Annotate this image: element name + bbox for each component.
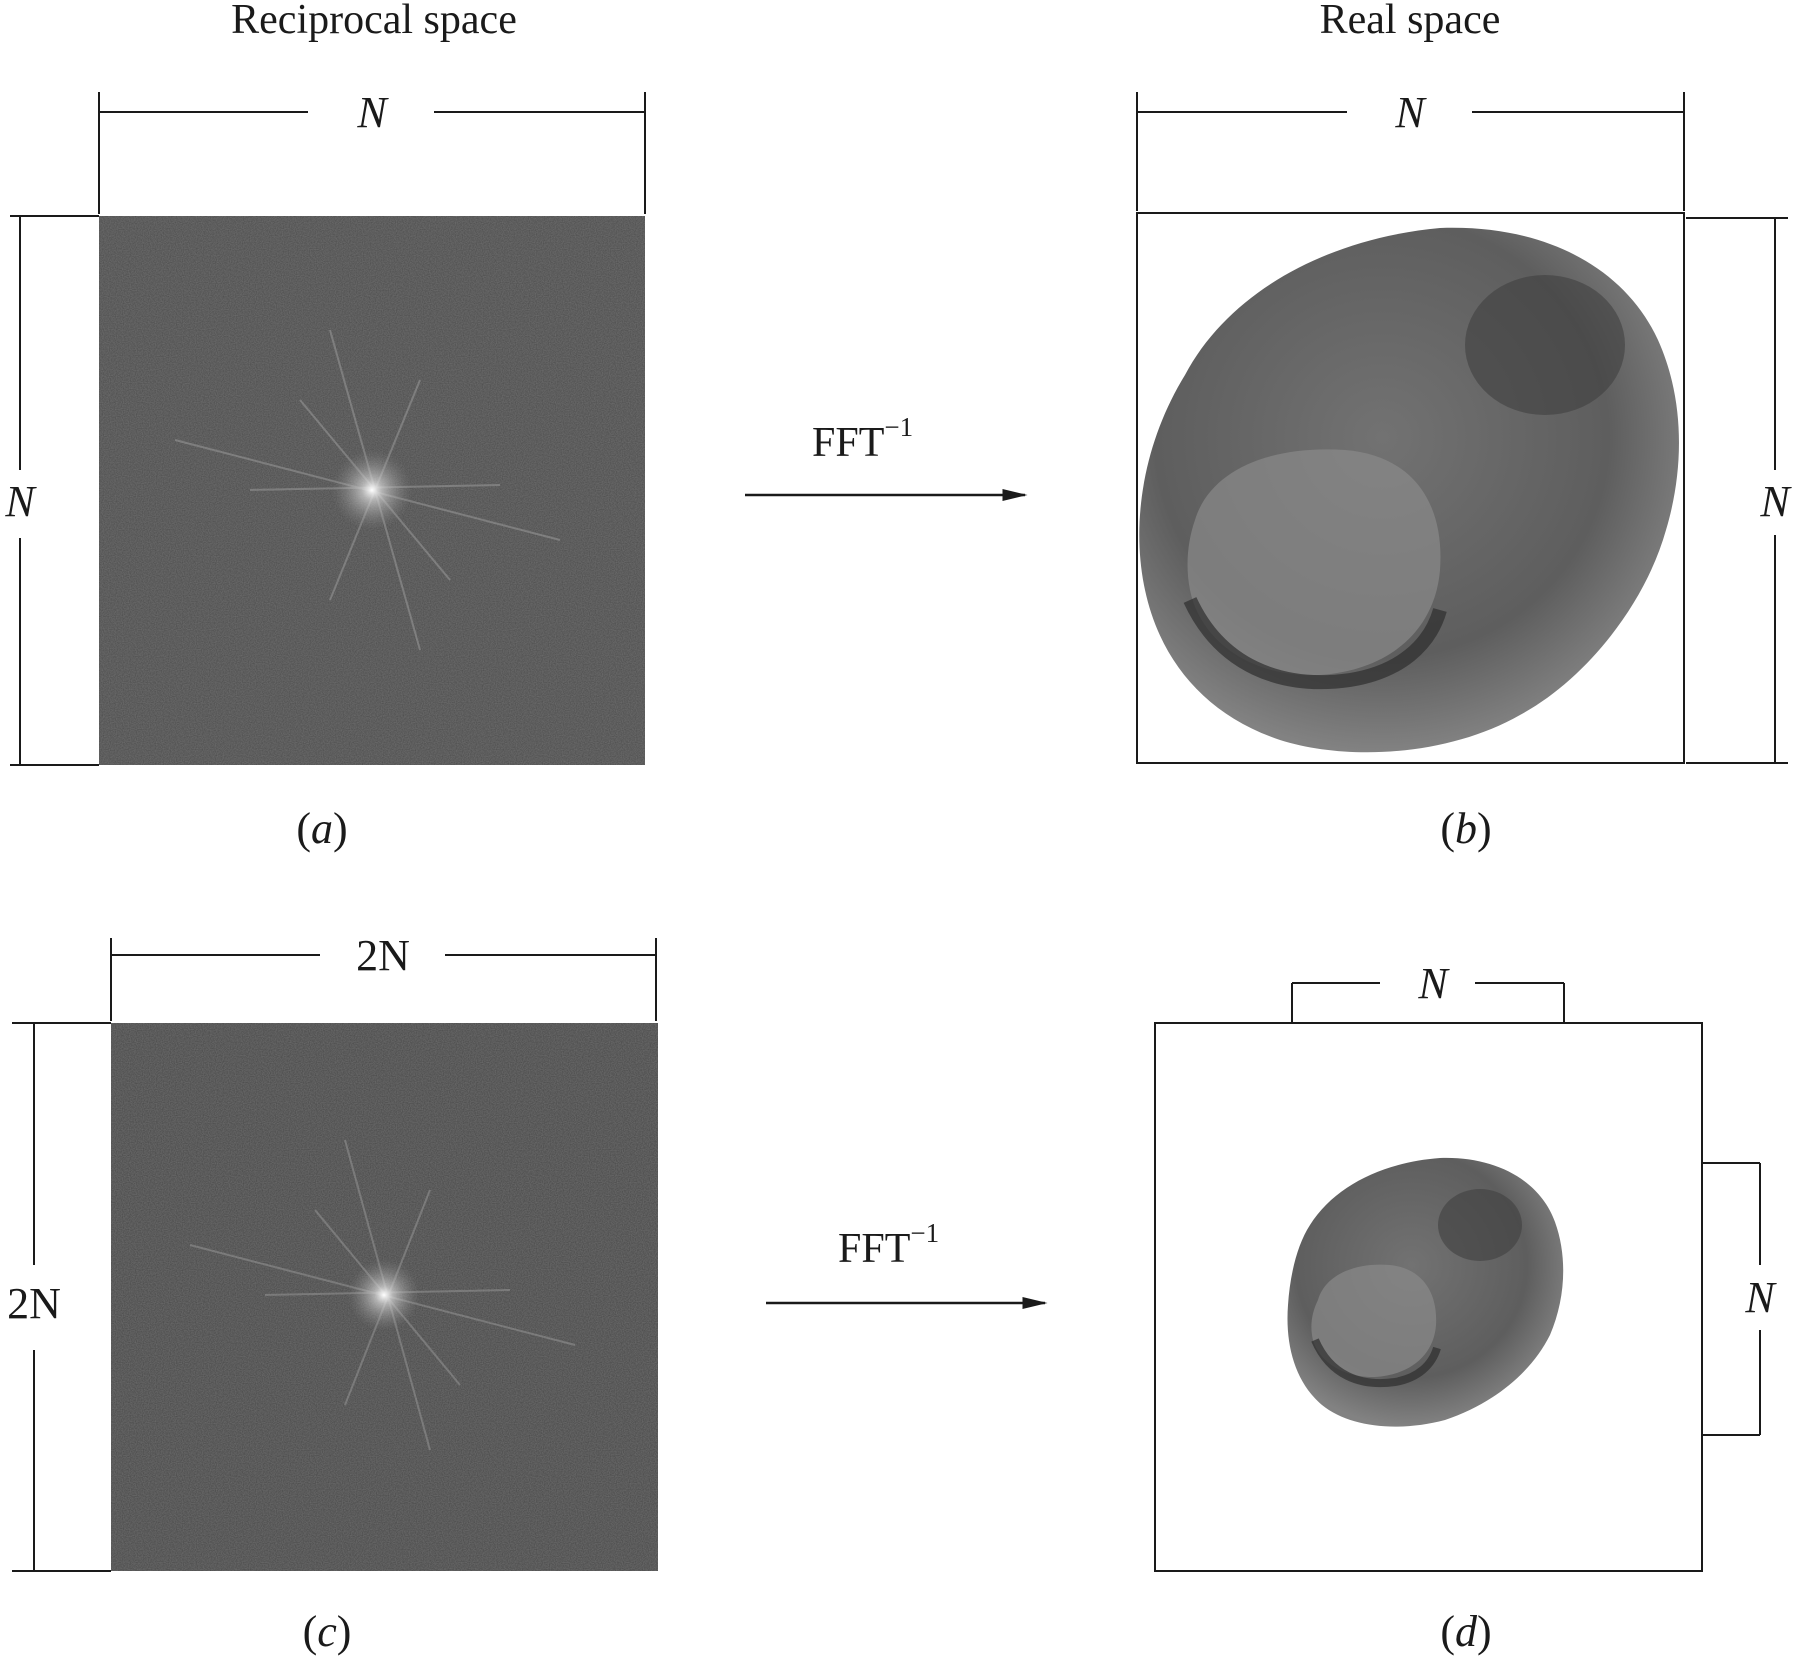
panel-d-caption: (d) bbox=[1440, 1607, 1491, 1656]
panel-a-top-dimension-label: N bbox=[356, 88, 389, 137]
panel-c-caption: (c) bbox=[303, 1607, 352, 1656]
panel-a: N N (a) bbox=[4, 88, 646, 853]
transform-arrow-top: FFT−1 bbox=[745, 412, 1028, 501]
panel-b-dark-region bbox=[1465, 275, 1625, 415]
real-space-heading: Real space bbox=[1320, 0, 1501, 43]
transform-arrow-bottom: FFT−1 bbox=[766, 1218, 1048, 1309]
panel-d: N N (d) bbox=[1154, 959, 1777, 1656]
panel-d-dark-region bbox=[1438, 1189, 1522, 1261]
panel-c-dc-peak bbox=[348, 1259, 420, 1331]
panel-c: 2N 2N (c) bbox=[7, 931, 658, 1656]
reciprocal-space-heading: Reciprocal space bbox=[231, 0, 517, 43]
panel-b-right-dimension-label: N bbox=[1759, 477, 1792, 526]
panel-b-inner-cell bbox=[1187, 449, 1441, 676]
panel-b-top-dimension-label: N bbox=[1394, 88, 1427, 137]
panel-d-inner-cell bbox=[1311, 1264, 1437, 1378]
panel-d-right-dimension-label: N bbox=[1744, 1273, 1777, 1322]
panel-a-left-dimension-label: N bbox=[4, 477, 37, 526]
transform-label-top: FFT−1 bbox=[812, 412, 913, 466]
panel-a-dc-peak bbox=[332, 450, 412, 530]
panel-c-left-dimension-label: 2N bbox=[7, 1279, 61, 1328]
panel-a-caption: (a) bbox=[296, 804, 347, 853]
panel-d-top-dimension-label: N bbox=[1417, 959, 1450, 1008]
panel-b-caption: (b) bbox=[1440, 804, 1491, 853]
panel-c-top-dimension-label: 2N bbox=[356, 931, 410, 980]
panel-b: N N (b) bbox=[1136, 88, 1792, 853]
transform-label-bottom: FFT−1 bbox=[838, 1218, 939, 1272]
